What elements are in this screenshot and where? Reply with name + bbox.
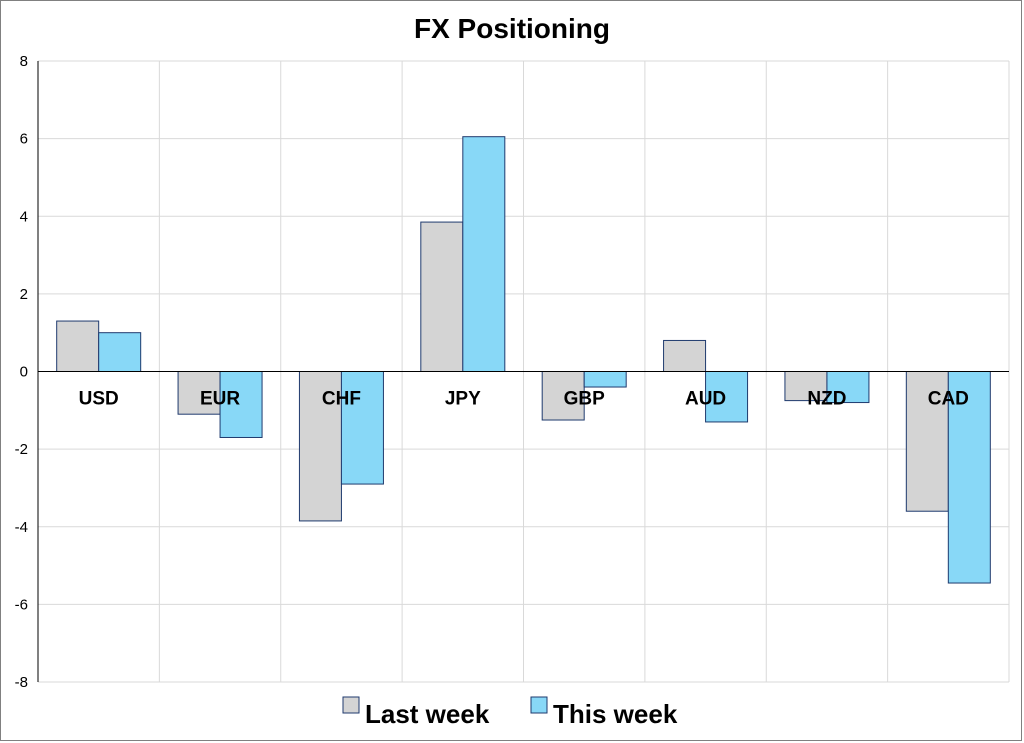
bar-gbp-last-week [541, 371, 585, 421]
y-tick-label: 2 [20, 286, 28, 303]
legend: Last week This week [342, 696, 678, 729]
category-label: NZD [807, 389, 846, 410]
y-tick-label: -4 [15, 519, 28, 536]
bar-aud-this-week [705, 371, 749, 423]
y-tick-label: -8 [15, 674, 28, 691]
y-tick-label: -2 [15, 441, 28, 458]
legend-swatch [342, 696, 360, 714]
legend-label: Last week [365, 699, 490, 729]
bar-cad-last-week [905, 371, 949, 512]
bar-usd-this-week [98, 332, 142, 372]
category-label: GBP [564, 389, 606, 410]
bar-jpy-last-week [420, 221, 464, 372]
category-label: JPY [445, 389, 481, 410]
bar-aud-last-week [663, 339, 707, 373]
bar-cad-this-week [947, 371, 991, 584]
y-tick-label: 0 [20, 364, 28, 381]
bar-nzd-this-week [826, 371, 870, 404]
bar-eur-last-week [177, 371, 221, 415]
y-tick-label: 8 [20, 53, 28, 70]
legend-swatch [530, 696, 548, 714]
category-label: USD [79, 389, 119, 410]
category-label: CAD [928, 389, 969, 410]
category-label: AUD [685, 389, 726, 410]
y-tick-label: 6 [20, 131, 28, 148]
bar-eur-this-week [219, 371, 263, 438]
bar-gbp-this-week [583, 371, 627, 388]
category-label: CHF [322, 389, 361, 410]
bar-usd-last-week [56, 320, 100, 373]
y-tick-label: 4 [20, 208, 28, 225]
y-tick-label: -6 [15, 596, 28, 613]
bar-jpy-this-week [462, 136, 506, 372]
legend-label: This week [553, 699, 678, 729]
chart-title: FX Positioning [414, 13, 610, 44]
bars [56, 136, 991, 584]
labels: 8 6 4 2 0 -2 -4 -6 -8 USD EUR CHF JPY GBP AUD NZD CAD [15, 53, 969, 691]
bar-chf-this-week [340, 371, 384, 485]
category-label: EUR [200, 389, 240, 410]
axes [37, 61, 1009, 682]
